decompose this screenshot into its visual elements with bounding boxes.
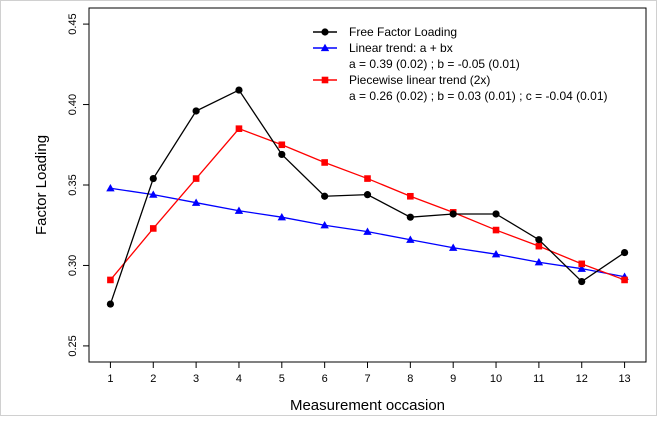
linear-trend-point — [363, 227, 372, 235]
legend-label: Linear trend: a + bx — [349, 41, 453, 55]
piecewise-trend-point — [407, 192, 414, 200]
y-tick-label: 0.30 — [67, 255, 79, 276]
piecewise-trend-point — [492, 226, 500, 234]
x-tick-label: 4 — [236, 373, 242, 385]
piecewise-trend-point — [107, 276, 114, 284]
linear-trend-point — [191, 198, 201, 206]
legend: Free Factor Loading Linear trend: a + bx a… — [313, 25, 608, 103]
linear-trend-point — [577, 264, 586, 272]
x-tick-label: 8 — [407, 373, 413, 385]
y-tick-label: 0.25 — [67, 335, 79, 356]
linear-trend-point — [277, 212, 287, 221]
legend-label: Free Factor Loading — [349, 25, 457, 39]
linear-trend-point — [106, 184, 115, 192]
free-loading-point — [535, 236, 543, 244]
x-tick-label: 9 — [450, 373, 456, 385]
free-loading-point — [192, 107, 200, 115]
linear-trend-point — [149, 190, 158, 198]
linear-trend-point — [320, 221, 329, 229]
piecewise-trend-point — [321, 159, 328, 166]
piecewise-trend-point — [621, 276, 628, 284]
linear-trend-point — [534, 258, 544, 266]
y-tick-label: 0.40 — [67, 94, 79, 115]
free-loading-point — [406, 213, 414, 221]
x-axis-title: Measurement occasion — [290, 397, 445, 414]
y-tick-label: 0.35 — [67, 174, 79, 195]
free-loading-point — [106, 300, 115, 308]
x-tick-label: 5 — [279, 373, 285, 385]
linear-trend-point — [448, 243, 458, 251]
piecewise-trend-point — [235, 125, 243, 132]
linear-trend-point — [491, 249, 501, 258]
free-loading-point — [278, 150, 286, 159]
linear-trend-point — [234, 206, 244, 214]
piecewise-trend-point — [192, 175, 200, 182]
x-tick-label: 3 — [193, 373, 199, 385]
linear-trend-point — [406, 235, 415, 243]
x-tick-label: 10 — [490, 373, 502, 385]
legend-marker-linear-trend — [320, 43, 330, 52]
free-loading-point — [449, 210, 457, 218]
free-loading-point — [578, 277, 586, 286]
legend-detail: a = 0.26 (0.02) ; b = 0.03 (0.01) ; c = … — [349, 89, 608, 103]
free-loading-point — [620, 248, 629, 257]
y-tick-label: 0.45 — [67, 13, 79, 34]
y-axis-title: Factor Loading — [33, 135, 50, 235]
piecewise-trend-point — [149, 225, 157, 232]
free-loading-point — [235, 86, 243, 94]
legend-marker-piecewise-trend — [321, 76, 329, 84]
x-tick-label: 13 — [618, 373, 630, 385]
legend-label: Piecewise linear trend (2x) — [349, 73, 490, 87]
x-tick-label: 1 — [107, 373, 113, 385]
free-loading-point — [149, 174, 157, 183]
legend-marker-free-loading — [321, 28, 329, 36]
piecewise-trend-point — [578, 260, 586, 268]
free-loading-point — [321, 192, 329, 200]
free-loading-point — [492, 210, 500, 218]
legend-detail: a = 0.39 (0.02) ; b = -0.05 (0.01) — [349, 57, 520, 71]
x-tick-label: 12 — [576, 373, 588, 385]
free-loading-point — [363, 191, 372, 199]
piecewise-trend-point — [278, 141, 286, 149]
x-tick-label: 7 — [364, 373, 370, 385]
x-tick-label: 2 — [150, 373, 156, 385]
x-tick-label: 6 — [322, 373, 328, 385]
piecewise-trend-point — [364, 175, 371, 182]
x-tick-label: 11 — [533, 373, 544, 385]
piecewise-trend-point — [535, 242, 543, 250]
